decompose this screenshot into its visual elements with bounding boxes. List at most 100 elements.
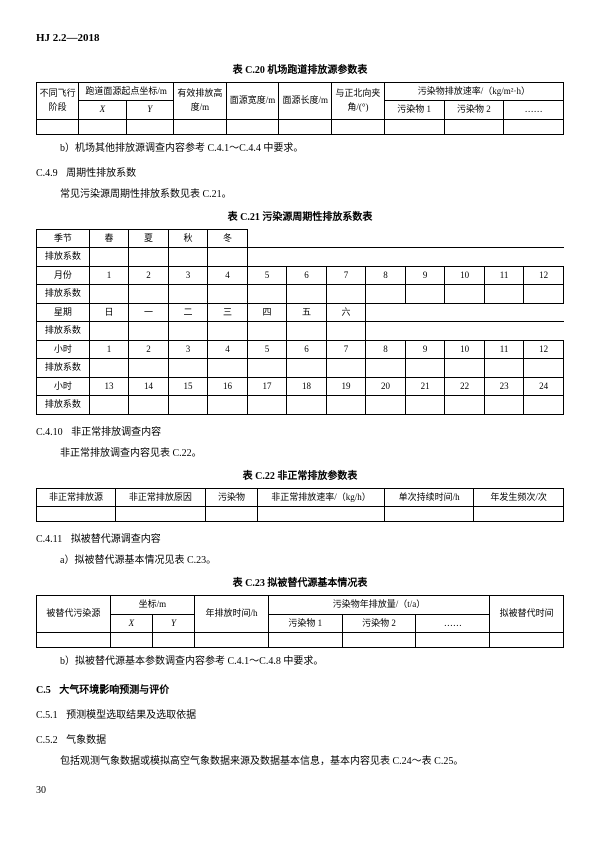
t23-h2x: X: [110, 614, 152, 633]
t21-month: 8: [366, 266, 406, 285]
t21-week: 日: [89, 303, 129, 322]
t21-hour: 24: [524, 377, 564, 396]
t21-hour: 10: [445, 340, 485, 359]
t21-hour: 22: [445, 377, 485, 396]
t21-hour: 19: [326, 377, 366, 396]
table-c21: 季节 春 夏 秋 冬 排放系数 月份 1 2 3 4 5 6 7 8 9 10 …: [36, 229, 564, 415]
t20-h2y: Y: [126, 101, 173, 120]
c410-line: 非正常排放调查内容见表 C.22。: [60, 446, 564, 461]
t20-h3: 有效排放高度/m: [174, 82, 227, 119]
t23-h1: 被替代污染源: [37, 596, 111, 633]
t21-hour-label: 小时: [37, 377, 90, 396]
t20-h1: 不同飞行阶段: [37, 82, 79, 119]
t21-week-label: 星期: [37, 303, 90, 322]
t21-week: 四: [247, 303, 287, 322]
t21-month: 10: [445, 266, 485, 285]
c49-num: C.4.9: [36, 168, 58, 179]
table-c22: 非正常排放源 非正常排放原因 污染物 非正常排放速率/（kg/h） 单次持续时间…: [36, 488, 564, 523]
t21-hour: 11: [484, 340, 524, 359]
para-b-t23: b）拟被替代源基本参数调查内容参考 C.4.1～C.4.8 中要求。: [60, 654, 564, 669]
t21-season: 夏: [129, 229, 169, 248]
t20-h4: 面源宽度/m: [226, 82, 279, 119]
t21-coef-label: 排放系数: [37, 359, 90, 378]
t21-hour: 20: [366, 377, 406, 396]
t21-season-label: 季节: [37, 229, 90, 248]
t21-hour: 16: [208, 377, 248, 396]
c5-title: 大气环境影响预测与评价: [59, 685, 169, 696]
t22-h2: 非正常排放原因: [116, 488, 206, 507]
t21-hour: 8: [366, 340, 406, 359]
t21-hour: 7: [326, 340, 366, 359]
t21-hour: 2: [129, 340, 169, 359]
t21-month: 12: [524, 266, 564, 285]
sec-c5: C.5 大气环境影响预测与评价: [36, 683, 564, 698]
t21-coef-label: 排放系数: [37, 248, 90, 267]
table-c20-title: 表 C.20 机场跑道排放源参数表: [36, 63, 564, 78]
sec-c51: C.5.1 预测模型选取结果及选取依据: [36, 708, 564, 723]
t23-h4: 污染物年排放量/（t/a）: [268, 596, 489, 615]
t21-week: 二: [168, 303, 208, 322]
t23-h4b: 污染物 2: [342, 614, 416, 633]
t21-hour: 14: [129, 377, 169, 396]
t21-hour: 21: [405, 377, 445, 396]
sec-c411: C.4.11 拟被替代源调查内容: [36, 532, 564, 547]
c411-a: a）拟被替代源基本情况见表 C.23。: [60, 553, 564, 568]
t21-hour-label: 小时: [37, 340, 90, 359]
t21-coef-label: 排放系数: [37, 322, 90, 341]
t21-hour: 1: [89, 340, 129, 359]
t21-month: 5: [247, 266, 287, 285]
t21-hour: 4: [208, 340, 248, 359]
t20-h2: 跑道面源起点坐标/m: [79, 82, 174, 101]
t20-h6: 与正北向夹角/(°): [332, 82, 385, 119]
t21-week: 六: [326, 303, 366, 322]
t21-hour: 6: [287, 340, 327, 359]
sec-c52: C.5.2 气象数据: [36, 733, 564, 748]
t23-h5: 拟被替代时间: [490, 596, 564, 633]
t21-season: 春: [89, 229, 129, 248]
t21-month: 1: [89, 266, 129, 285]
t21-hour: 18: [287, 377, 327, 396]
t21-hour: 5: [247, 340, 287, 359]
t21-month: 3: [168, 266, 208, 285]
t21-hour: 17: [247, 377, 287, 396]
t21-hour: 13: [89, 377, 129, 396]
page-number: 30: [36, 783, 564, 798]
c51-title: 预测模型选取结果及选取依据: [66, 710, 196, 721]
t21-hour: 12: [524, 340, 564, 359]
t23-h2: 坐标/m: [110, 596, 194, 615]
c49-title: 周期性排放系数: [66, 168, 136, 179]
t20-h5: 面源长度/m: [279, 82, 332, 119]
t20-data-row: [37, 119, 564, 134]
table-c20: 不同飞行阶段 跑道面源起点坐标/m 有效排放高度/m 面源宽度/m 面源长度/m…: [36, 82, 564, 135]
t23-h4a: 污染物 1: [268, 614, 342, 633]
c410-title: 非正常排放调查内容: [71, 427, 161, 438]
t23-data-row: [37, 633, 564, 648]
t22-h6: 年发生频次/次: [474, 488, 564, 507]
c51-num: C.5.1: [36, 710, 58, 721]
sec-c410: C.4.10 非正常排放调查内容: [36, 425, 564, 440]
t21-month: 9: [405, 266, 445, 285]
t21-hour: 15: [168, 377, 208, 396]
doc-header: HJ 2.2—2018: [36, 30, 564, 47]
t22-h3: 污染物: [205, 488, 258, 507]
table-c22-title: 表 C.22 非正常排放参数表: [36, 469, 564, 484]
t21-week: 一: [129, 303, 169, 322]
t21-month: 7: [326, 266, 366, 285]
t21-season: 秋: [168, 229, 208, 248]
t20-h7: 污染物排放速率/（kg/m²·h）: [384, 82, 563, 101]
t23-h2y: Y: [152, 614, 194, 633]
c52-title: 气象数据: [66, 735, 106, 746]
table-c23: 被替代污染源 坐标/m 年排放时间/h 污染物年排放量/（t/a） 拟被替代时间…: [36, 595, 564, 648]
table-c23-title: 表 C.23 拟被替代源基本情况表: [36, 576, 564, 591]
c52-num: C.5.2: [36, 735, 58, 746]
t21-month: 11: [484, 266, 524, 285]
t21-coef-label: 排放系数: [37, 396, 90, 415]
t21-hour: 3: [168, 340, 208, 359]
c5-num: C.5: [36, 685, 51, 696]
t22-h5: 单次持续时间/h: [384, 488, 474, 507]
t21-week: 五: [287, 303, 327, 322]
t21-coef-label: 排放系数: [37, 285, 90, 304]
t21-month-label: 月份: [37, 266, 90, 285]
c49-line: 常见污染源周期性排放系数见表 C.21。: [60, 187, 564, 202]
t20-h7c: ……: [504, 101, 564, 120]
